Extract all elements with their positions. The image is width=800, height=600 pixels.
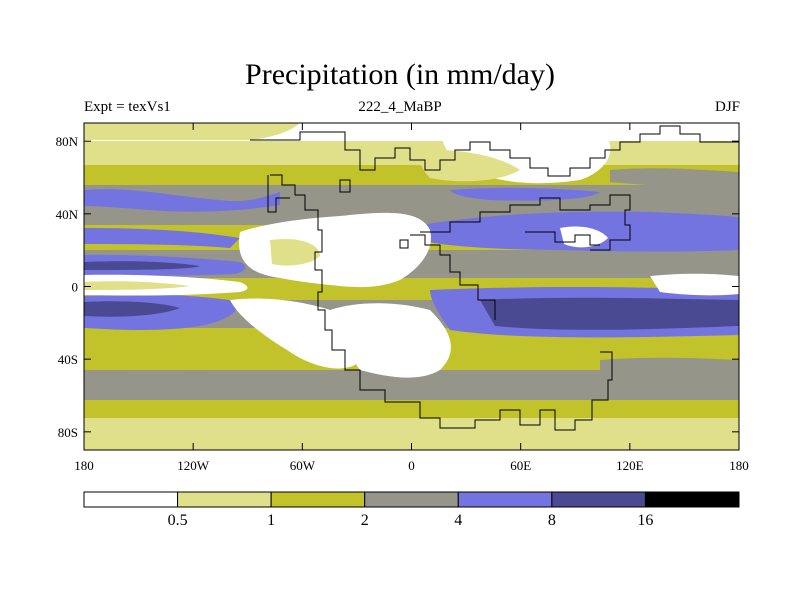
band-4-north-east <box>610 168 739 187</box>
experiment-label: Expt = texVs1 <box>84 99 171 115</box>
colorbar-label: 16 <box>637 512 653 529</box>
band-0.5-arctic-west <box>84 123 300 140</box>
colorbar-label: 0.5 <box>168 512 188 529</box>
y-tick-label: 0 <box>72 280 79 295</box>
colorbar-swatch <box>270 491 366 508</box>
dry-equatorial-east <box>650 273 739 296</box>
band-16-itcz-west <box>84 261 200 270</box>
colorbar-label: 1 <box>267 512 275 529</box>
period-label: 222_4_MaBP <box>358 99 442 115</box>
band-4-south-east <box>600 357 739 395</box>
coastline-outlines <box>250 125 739 431</box>
precipitation-field <box>84 123 739 450</box>
coastline-island-small <box>399 239 409 249</box>
colorbar: 0.5 1 2 4 8 16 <box>83 491 740 529</box>
coastline-tethys-south <box>410 234 496 320</box>
coastline-continent-west-south <box>270 174 613 431</box>
band-0.5-north-east <box>419 149 520 182</box>
colorbar-swatch <box>83 491 179 508</box>
x-tick-label: 120W <box>177 458 210 473</box>
colorbar-label: 4 <box>454 512 462 529</box>
coastline-tethys-north <box>420 194 631 251</box>
colorbar-label: 2 <box>361 512 369 529</box>
coastline-tethys-inner <box>525 231 600 246</box>
colorbar-swatch <box>457 491 553 508</box>
y-tick-label: 80N <box>56 134 79 149</box>
dry-south-central <box>330 303 451 378</box>
band-south-subpolar <box>84 400 739 418</box>
band-0.5-antarctic-east <box>520 426 739 450</box>
coastline-island-west <box>267 175 290 213</box>
band-8-north-subtropic-west <box>84 228 240 248</box>
band-4-south-west <box>84 373 340 396</box>
band-0.5-equatorial-west <box>84 281 190 290</box>
band-8-north-pacific <box>84 189 280 212</box>
colorbar-swatch <box>551 491 646 508</box>
band-16-indian-pacific <box>480 297 739 330</box>
x-tick-label: 60E <box>510 458 531 473</box>
band-0.5-north-central <box>270 238 320 266</box>
axis-layer: 80N 40N 0 40S 80S 180 120W 60W 0 60E 120E 180 <box>56 123 749 473</box>
x-tick-label: 180 <box>729 458 749 473</box>
coastline-north <box>250 125 739 177</box>
y-tick-label: 80S <box>58 425 78 440</box>
map-title: Precipitation (in mm/day) <box>245 58 555 91</box>
band-16-south-west <box>84 301 180 317</box>
band-0.5-antarctic <box>84 424 452 450</box>
colorbar-swatch <box>364 491 459 508</box>
band-8-north-east <box>450 187 600 201</box>
colorbar-swatch <box>644 491 740 508</box>
season-label: DJF <box>714 99 740 115</box>
coastline-island-north <box>339 179 351 193</box>
dry-north-central <box>239 212 431 288</box>
x-tick-label: 0 <box>408 458 415 473</box>
band-arctic <box>84 141 739 165</box>
x-tick-label: 120E <box>616 458 644 473</box>
x-tick-label: 60W <box>290 458 316 473</box>
colorbar-swatch <box>177 491 272 508</box>
y-tick-label: 40S <box>58 352 78 367</box>
x-tick-label: 180 <box>74 458 94 473</box>
y-tick-label: 40N <box>56 207 79 222</box>
colorbar-label: 8 <box>548 512 556 529</box>
